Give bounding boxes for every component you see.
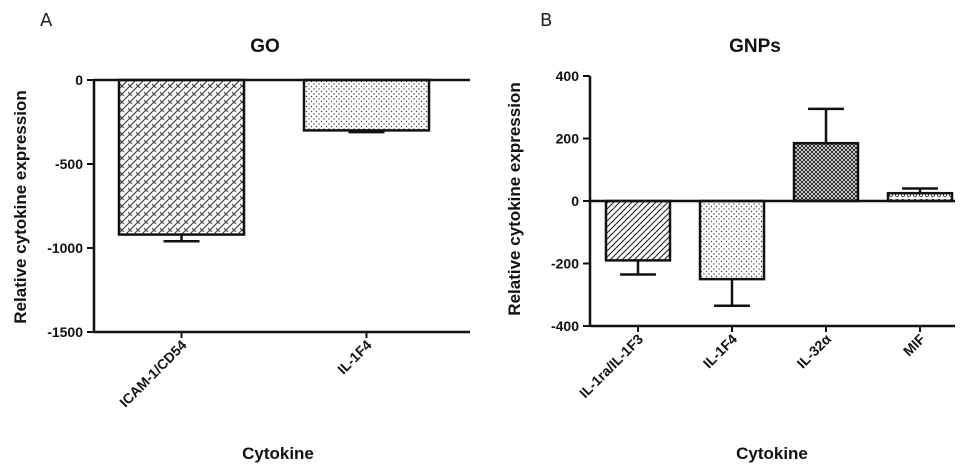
panel-letter-b: B — [540, 10, 552, 31]
chart-title-a: GO — [250, 36, 280, 57]
y-tick-label-b-2: 0 — [571, 193, 579, 209]
y-axis-label-a: Relative cytokine expression — [11, 90, 30, 323]
y-tick-label-a-3: -1500 — [47, 324, 83, 340]
category-label-b-3: MIF — [900, 330, 929, 359]
bar-b-2 — [792, 141, 860, 203]
y-axis-label-b: Relative cytokine expression — [505, 82, 524, 315]
category-label-b-1: IL-1F4 — [700, 331, 741, 372]
chart-panel-a: A GO Relative cytokine expression Cytoki… — [11, 10, 470, 463]
panel-letter-a: A — [40, 10, 53, 31]
y-tick-label-a-0: 0 — [75, 72, 83, 88]
x-axis-label-a: Cytokine — [242, 444, 314, 463]
x-axis-label-b: Cytokine — [736, 444, 808, 463]
bar-a-0 — [117, 78, 246, 236]
chart-panel-b: B GNPs Relative cytokine expression Cyto… — [505, 10, 955, 463]
category-label-a-0: ICAM-1/CD54 — [116, 337, 190, 411]
category-label-b-2: IL-32α — [794, 331, 835, 372]
y-tick-label-a-1: -500 — [55, 156, 83, 172]
y-tick-label-b-0: 400 — [556, 68, 580, 84]
y-tick-label-a-2: -1000 — [47, 240, 83, 256]
category-label-b-0: IL-1ra/IL-1F3 — [576, 331, 646, 401]
category-label-a-1: IL-1F4 — [334, 337, 375, 378]
bar-b-0 — [604, 199, 672, 262]
bar-b-1 — [698, 199, 766, 281]
y-tick-label-b-4: -400 — [551, 318, 579, 334]
y-tick-label-b-1: 200 — [556, 131, 580, 147]
bar-a-1 — [302, 78, 431, 132]
y-tick-label-b-3: -200 — [551, 256, 579, 272]
bars-a — [117, 78, 431, 243]
bars-b — [604, 107, 954, 307]
chart-title-b: GNPs — [729, 36, 781, 57]
